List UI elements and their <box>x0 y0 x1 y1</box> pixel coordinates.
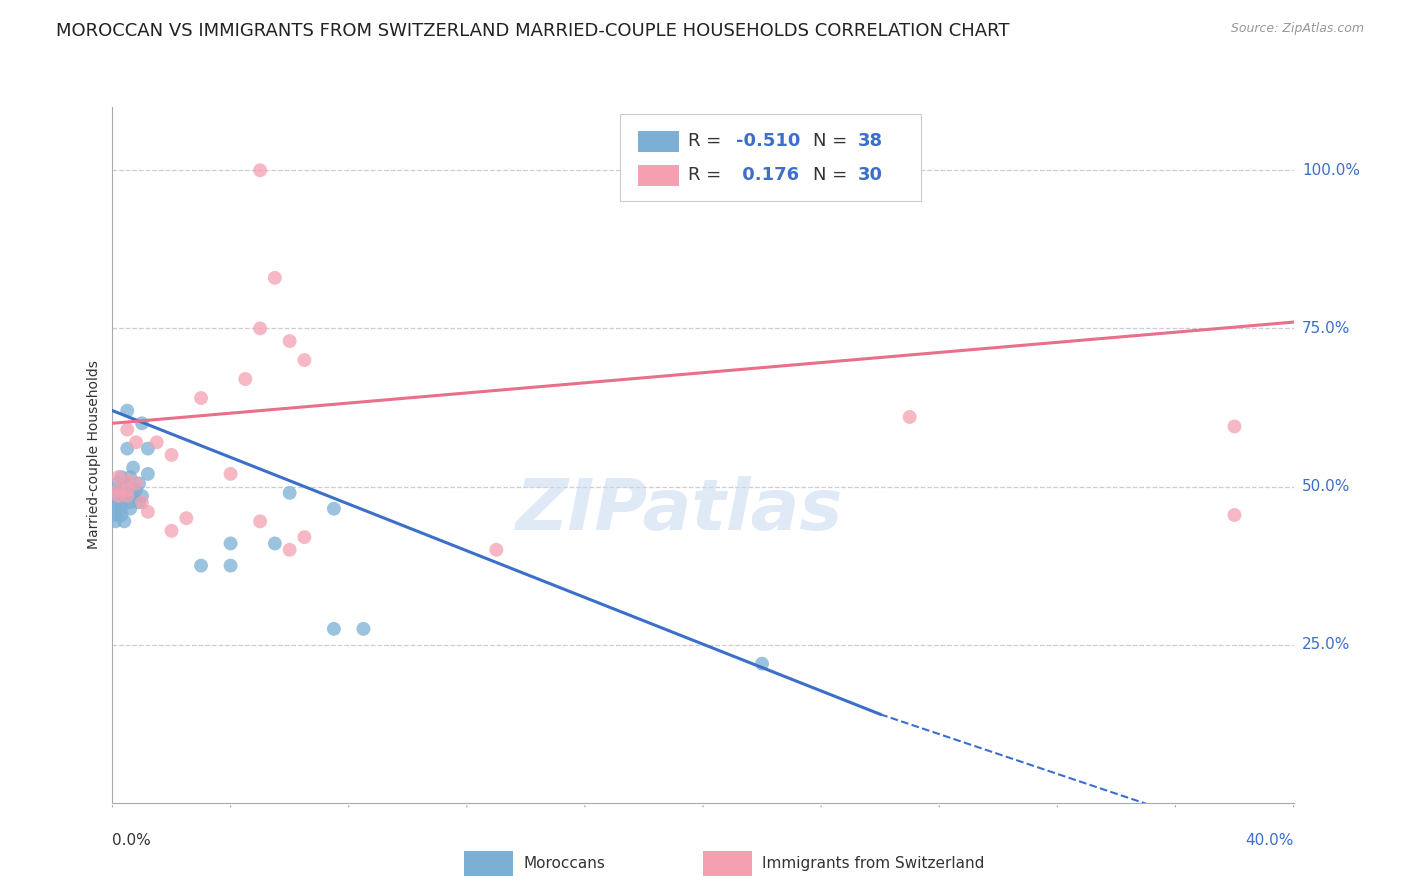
Point <box>352 622 374 636</box>
Point <box>292 530 315 544</box>
FancyBboxPatch shape <box>620 114 921 201</box>
Point <box>249 514 271 528</box>
Point <box>107 483 129 497</box>
Point <box>112 514 135 528</box>
Text: Source: ZipAtlas.com: Source: ZipAtlas.com <box>1230 22 1364 36</box>
Point <box>125 435 148 450</box>
Point <box>104 489 127 503</box>
Point <box>219 467 242 481</box>
Point <box>898 409 921 424</box>
Text: 0.176: 0.176 <box>737 166 799 184</box>
Point <box>131 495 153 509</box>
Point <box>190 558 212 573</box>
Text: 38: 38 <box>858 132 883 150</box>
Text: 0.0%: 0.0% <box>112 833 152 848</box>
Point <box>136 442 159 456</box>
Point <box>278 542 301 557</box>
Point <box>128 495 150 509</box>
Point <box>107 483 129 497</box>
Text: 30: 30 <box>858 166 883 184</box>
Point <box>1223 419 1246 434</box>
Point <box>128 476 150 491</box>
Text: R =: R = <box>688 166 727 184</box>
Point <box>278 486 301 500</box>
Point <box>136 505 159 519</box>
Point <box>131 489 153 503</box>
Text: -0.510: -0.510 <box>737 132 800 150</box>
Text: 100.0%: 100.0% <box>1302 163 1360 178</box>
Point <box>323 622 346 636</box>
Point <box>117 483 138 497</box>
Point <box>107 470 129 484</box>
Text: R =: R = <box>688 132 727 150</box>
Point <box>485 542 508 557</box>
Point <box>264 270 287 285</box>
Point <box>219 558 242 573</box>
Point <box>292 353 315 368</box>
Point <box>104 508 127 522</box>
FancyBboxPatch shape <box>638 165 679 186</box>
Point <box>323 501 346 516</box>
Point <box>117 476 138 491</box>
Point <box>117 483 138 497</box>
Point <box>160 524 183 538</box>
Point <box>104 495 127 509</box>
Y-axis label: Married-couple Households: Married-couple Households <box>87 360 101 549</box>
FancyBboxPatch shape <box>638 131 679 153</box>
Text: 40.0%: 40.0% <box>1246 833 1294 848</box>
Point <box>136 467 159 481</box>
Point <box>117 473 138 487</box>
Point <box>190 391 212 405</box>
Point <box>249 163 271 178</box>
Point <box>122 489 145 503</box>
Point <box>219 536 242 550</box>
Point <box>278 334 301 348</box>
Point <box>120 495 142 509</box>
Point <box>107 476 129 491</box>
Text: 50.0%: 50.0% <box>1302 479 1350 494</box>
Point <box>174 511 197 525</box>
Point <box>125 483 148 497</box>
Point <box>110 501 132 516</box>
Text: N =: N = <box>813 166 853 184</box>
Text: MOROCCAN VS IMMIGRANTS FROM SWITZERLAND MARRIED-COUPLE HOUSEHOLDS CORRELATION CH: MOROCCAN VS IMMIGRANTS FROM SWITZERLAND … <box>56 22 1010 40</box>
Point <box>146 435 169 450</box>
Point <box>751 657 773 671</box>
Point <box>104 514 127 528</box>
Text: 25.0%: 25.0% <box>1302 637 1350 652</box>
Text: Immigrants from Switzerland: Immigrants from Switzerland <box>762 856 984 871</box>
Text: N =: N = <box>813 132 853 150</box>
Point <box>264 536 287 550</box>
Point <box>120 501 142 516</box>
Point <box>1223 508 1246 522</box>
Point <box>110 508 132 522</box>
Point <box>125 476 148 491</box>
Text: Moroccans: Moroccans <box>523 856 605 871</box>
Point <box>107 489 129 503</box>
Point <box>233 372 256 386</box>
Point <box>110 470 132 484</box>
Point <box>117 423 138 437</box>
Point <box>112 489 135 503</box>
Point <box>122 460 145 475</box>
Point <box>117 442 138 456</box>
Point <box>160 448 183 462</box>
Point <box>120 470 142 484</box>
Point <box>104 501 127 516</box>
Point <box>249 321 271 335</box>
Text: 75.0%: 75.0% <box>1302 321 1350 336</box>
Point <box>131 417 153 431</box>
Point <box>117 489 138 503</box>
Text: ZIPatlas: ZIPatlas <box>516 476 844 545</box>
Point <box>117 403 138 417</box>
Point <box>110 495 132 509</box>
